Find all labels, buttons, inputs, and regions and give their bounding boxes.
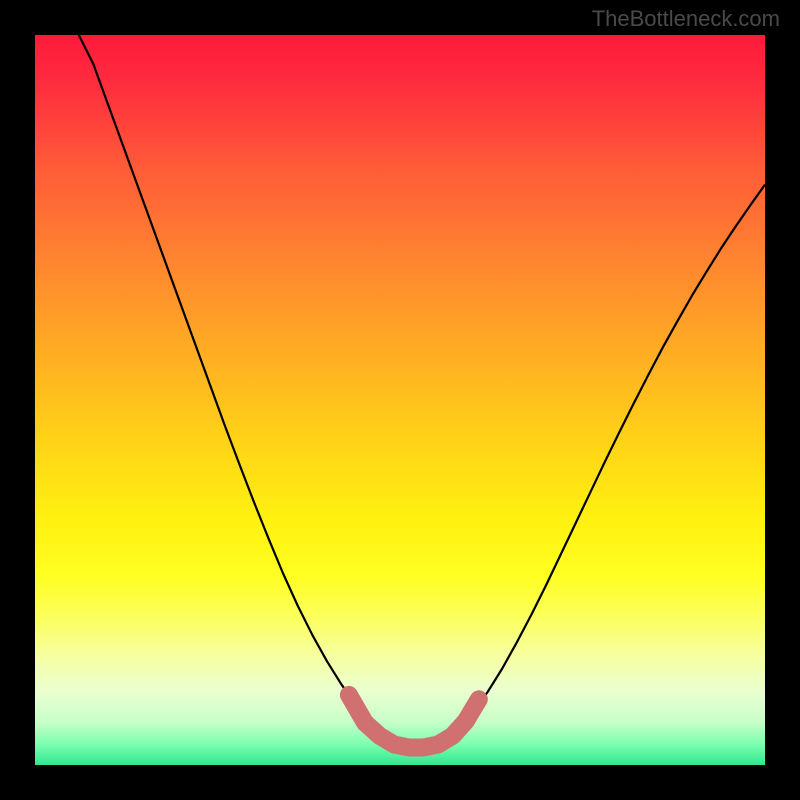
watermark-text: TheBottleneck.com (592, 6, 780, 32)
chart-svg (35, 35, 765, 765)
bottleneck-chart (35, 35, 765, 765)
